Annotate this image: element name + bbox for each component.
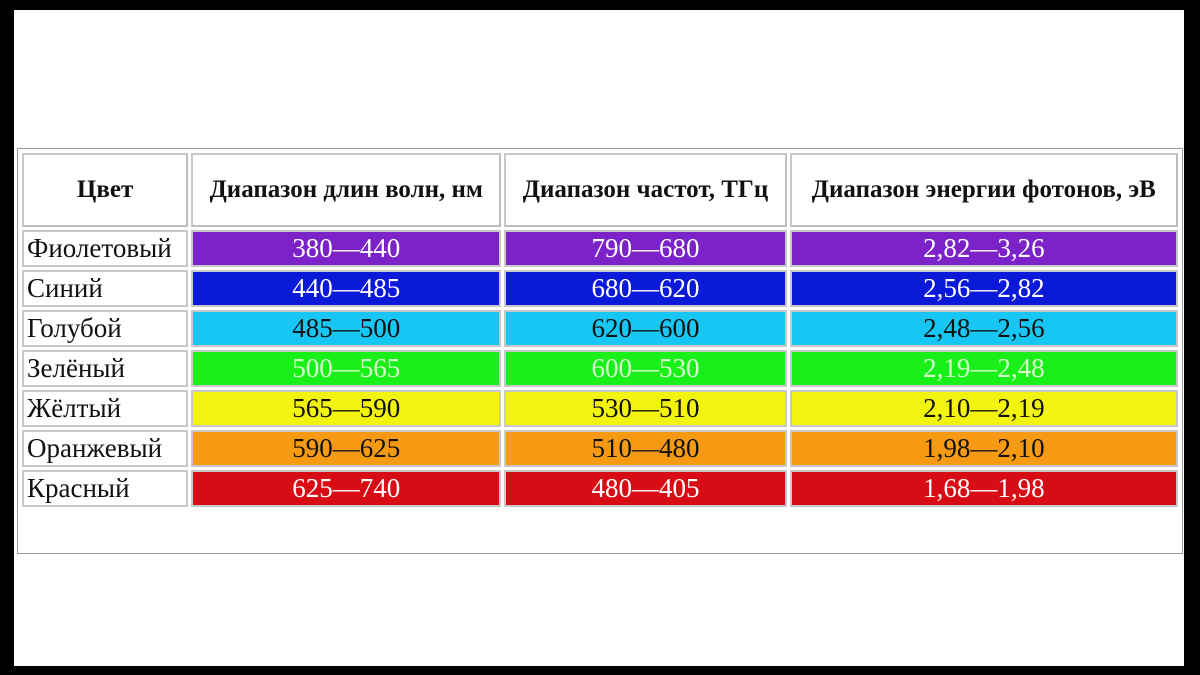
frequency-cell: 510—480 [504, 430, 787, 467]
wavelength-cell: 590—625 [191, 430, 502, 467]
color-name-cell: Оранжевый [22, 430, 189, 467]
energy-cell: 1,98—2,10 [789, 430, 1178, 467]
energy-cell: 2,82—3,26 [789, 230, 1178, 267]
energy-cell: 1,68—1,98 [789, 470, 1178, 507]
color-name-cell: Синий [22, 270, 189, 307]
energy-cell: 2,19—2,48 [789, 350, 1178, 387]
table-row: Фиолетовый 380—440 790—680 2,82—3,26 [22, 230, 1178, 267]
color-spectrum-table-container: Цвет Диапазон длин волн, нм Диапазон час… [17, 148, 1183, 554]
table-row: Зелёный 500—565 600—530 2,19—2,48 [22, 350, 1178, 387]
energy-cell: 2,56—2,82 [789, 270, 1178, 307]
header-row: Цвет Диапазон длин волн, нм Диапазон час… [22, 153, 1178, 227]
table-row: Голубой 485—500 620—600 2,48—2,56 [22, 310, 1178, 347]
energy-cell: 2,48—2,56 [789, 310, 1178, 347]
header-wavelength: Диапазон длин волн, нм [191, 153, 502, 227]
table-row: Оранжевый 590—625 510—480 1,98—2,10 [22, 430, 1178, 467]
header-energy: Диапазон энергии фотонов, эВ [789, 153, 1178, 227]
table-row: Красный 625—740 480—405 1,68—1,98 [22, 470, 1178, 507]
wavelength-cell: 625—740 [191, 470, 502, 507]
header-color: Цвет [22, 153, 189, 227]
table-row: Синий 440—485 680—620 2,56—2,82 [22, 270, 1178, 307]
frequency-cell: 600—530 [504, 350, 787, 387]
frequency-cell: 480—405 [504, 470, 787, 507]
color-name-cell: Фиолетовый [22, 230, 189, 267]
frequency-cell: 790—680 [504, 230, 787, 267]
wavelength-cell: 440—485 [191, 270, 502, 307]
wavelength-cell: 500—565 [191, 350, 502, 387]
table-row: Жёлтый 565—590 530—510 2,10—2,19 [22, 390, 1178, 427]
header-frequency: Диапазон частот, ТГц [504, 153, 787, 227]
frequency-cell: 530—510 [504, 390, 787, 427]
wavelength-cell: 485—500 [191, 310, 502, 347]
wavelength-cell: 380—440 [191, 230, 502, 267]
color-name-cell: Зелёный [22, 350, 189, 387]
frequency-cell: 680—620 [504, 270, 787, 307]
wavelength-cell: 565—590 [191, 390, 502, 427]
slide-frame: Цвет Диапазон длин волн, нм Диапазон час… [14, 10, 1184, 666]
color-spectrum-table: Цвет Диапазон длин волн, нм Диапазон час… [19, 150, 1181, 510]
frequency-cell: 620—600 [504, 310, 787, 347]
energy-cell: 2,10—2,19 [789, 390, 1178, 427]
color-name-cell: Красный [22, 470, 189, 507]
color-name-cell: Голубой [22, 310, 189, 347]
color-name-cell: Жёлтый [22, 390, 189, 427]
